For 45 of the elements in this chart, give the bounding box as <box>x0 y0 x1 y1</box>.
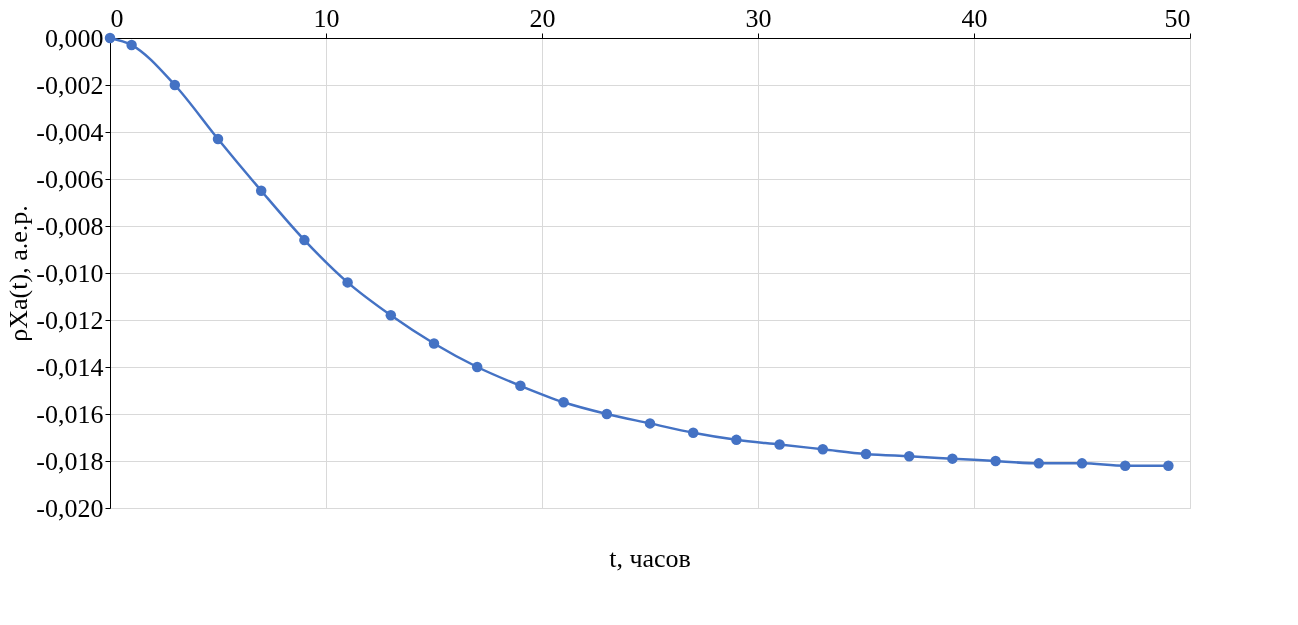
point <box>903 451 915 462</box>
point <box>385 310 397 321</box>
point <box>990 455 1001 467</box>
point <box>255 185 267 196</box>
point <box>687 427 699 439</box>
point <box>1076 458 1088 469</box>
x-tick-label: 10 <box>313 3 340 33</box>
point <box>1033 458 1045 469</box>
point <box>644 418 656 429</box>
point <box>428 338 440 349</box>
y-tick-label: -0,008 <box>36 211 104 241</box>
y-axis-title: ρXa(t), а.е.р. <box>4 205 34 342</box>
point <box>471 361 483 373</box>
point <box>947 453 958 464</box>
y-tick-label: -0,014 <box>36 352 104 382</box>
point <box>558 397 569 408</box>
point <box>774 439 785 450</box>
point <box>299 234 310 246</box>
y-tick-label: -0,012 <box>36 305 104 335</box>
y-tick-label: -0,002 <box>36 70 104 100</box>
point <box>1119 460 1131 471</box>
y-tick-label: -0,004 <box>36 117 104 147</box>
x-tick-label: 30 <box>745 3 772 33</box>
y-tick-label: -0,006 <box>36 164 104 194</box>
point <box>342 277 353 288</box>
point <box>169 79 181 91</box>
y-tick-label: 0,000 <box>45 23 104 53</box>
y-tick-label: -0,010 <box>36 258 104 288</box>
point <box>731 434 742 446</box>
point <box>515 380 526 392</box>
point <box>601 408 613 420</box>
x-tick-label: 20 <box>529 3 556 33</box>
point <box>1163 460 1174 471</box>
point <box>860 448 872 460</box>
y-tick-label: -0,018 <box>36 446 104 476</box>
x-tick-label: 0 <box>110 3 124 33</box>
x-tick-label: 40 <box>961 3 988 33</box>
point <box>126 39 137 51</box>
point <box>104 32 116 44</box>
x-axis-title: t, часов <box>609 544 691 573</box>
y-tick-label: -0,020 <box>36 493 104 523</box>
point <box>817 444 829 455</box>
point <box>212 133 224 145</box>
y-tick-label: -0,016 <box>36 399 104 429</box>
x-tick-label: 50 <box>1164 3 1191 33</box>
